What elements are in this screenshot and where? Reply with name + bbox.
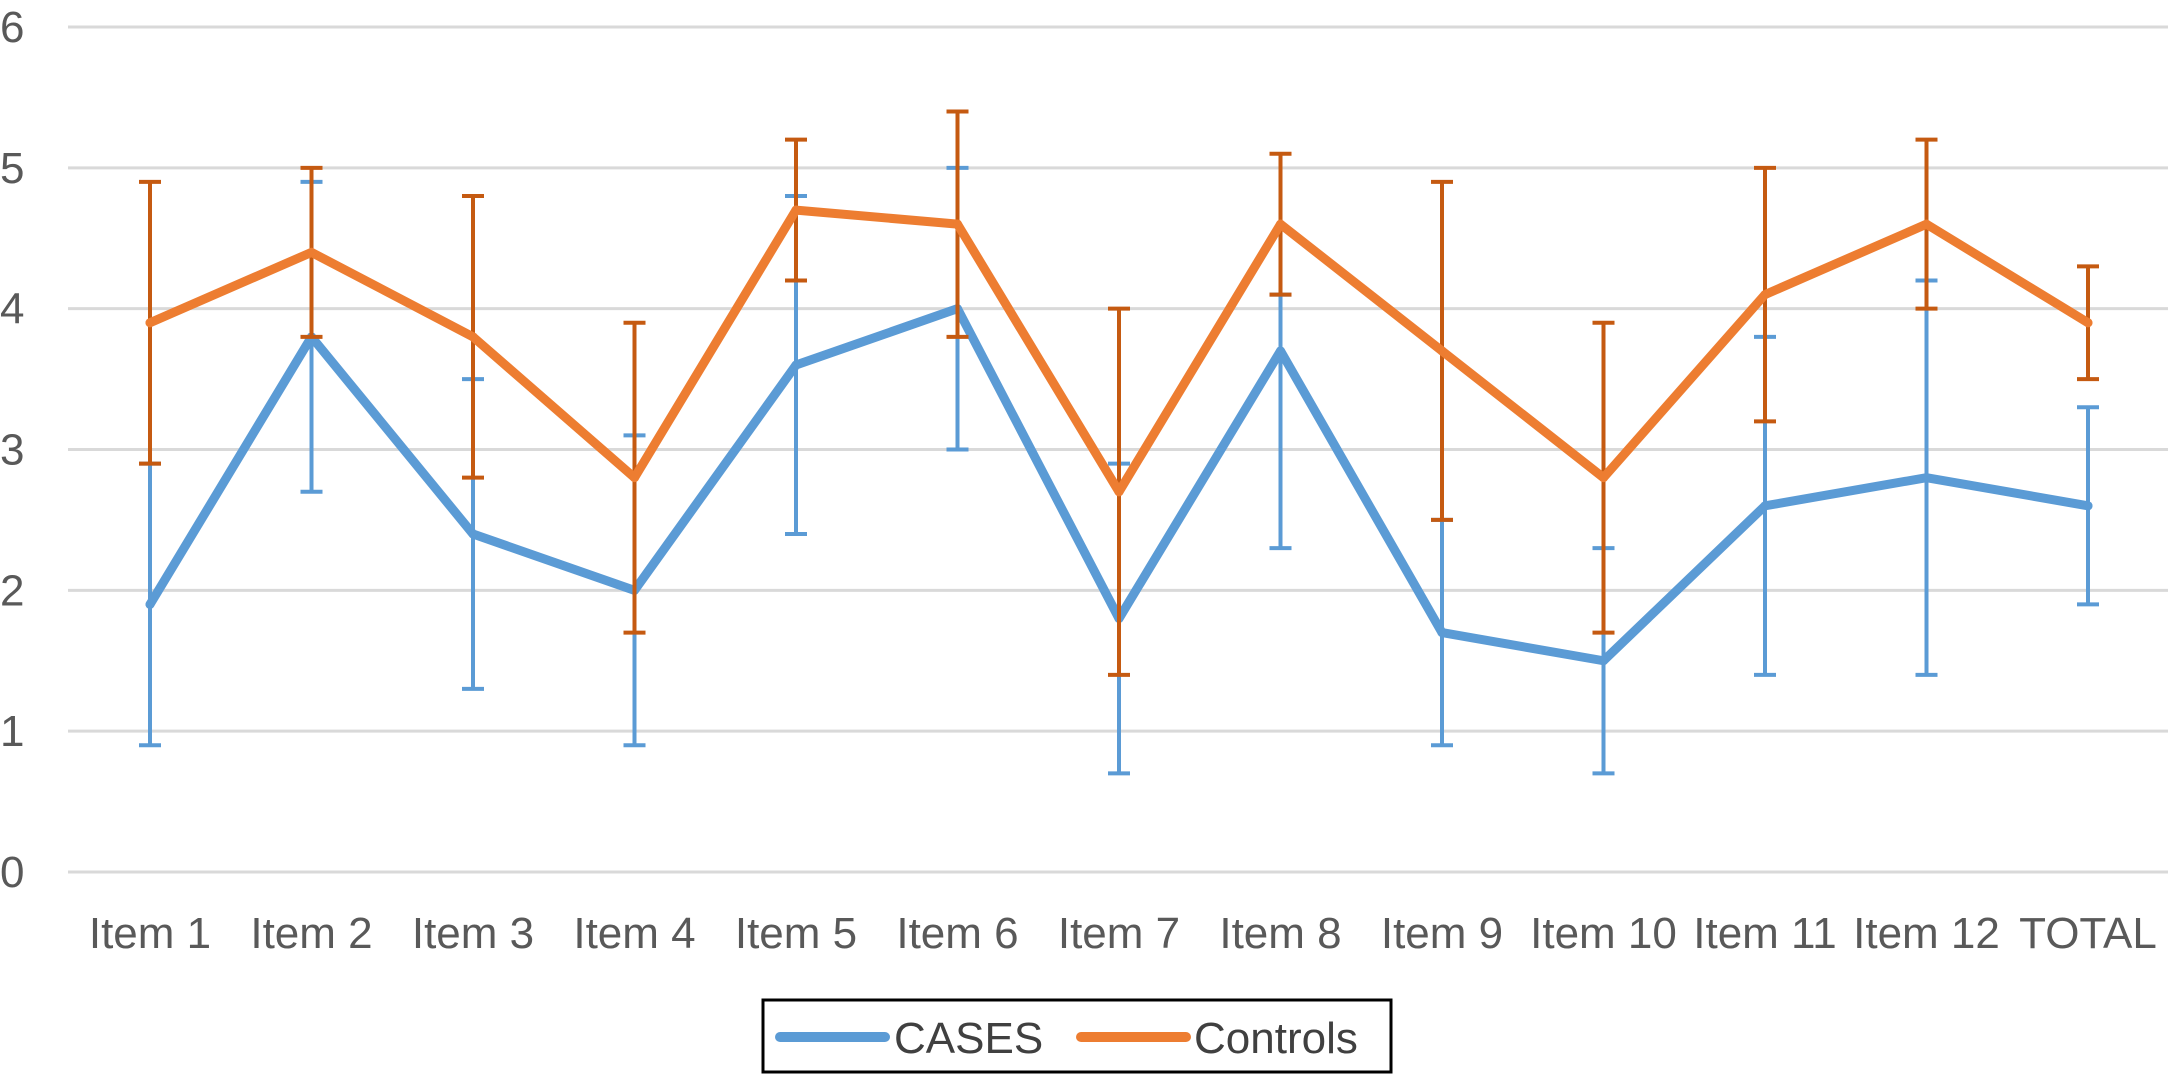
x-axis-ticks: Item 1 Item 2 Item 3 Item 4 Item 5 Item 6 Item…	[89, 909, 2157, 958]
legend-label-cases: CASES	[894, 1014, 1043, 1063]
data-point	[468, 332, 478, 342]
x-tick-label: Item 4	[573, 909, 695, 958]
data-point	[1276, 219, 1285, 229]
x-tick-label: Item 9	[1381, 909, 1503, 958]
y-tick-label: 4	[0, 285, 24, 334]
data-point	[791, 205, 801, 215]
data-point	[791, 360, 801, 370]
data-point	[1114, 487, 1124, 497]
x-tick-label: Item 10	[1530, 909, 1677, 958]
data-point	[307, 247, 316, 257]
legend: CASES Controls	[761, 998, 1393, 1074]
data-point	[2083, 501, 2093, 511]
data-point	[1599, 656, 1608, 666]
data-point	[2083, 318, 2093, 328]
x-tick-label: Item 12	[1853, 909, 2000, 958]
data-point	[145, 599, 155, 609]
x-tick-label: Item 6	[896, 909, 1018, 958]
y-tick-label: 2	[0, 566, 24, 615]
x-tick-label: Item 2	[250, 909, 372, 958]
data-point	[1922, 473, 1931, 483]
data-point	[1922, 219, 1931, 229]
data-point	[1437, 628, 1447, 638]
y-axis-ticks: 0 1 2 3 4 5 6	[0, 3, 24, 897]
data-point	[1437, 346, 1447, 356]
x-tick-label: Item 8	[1219, 909, 1341, 958]
y-tick-label: 3	[0, 426, 24, 475]
legend-label-controls: Controls	[1194, 1014, 1358, 1063]
data-point	[1276, 346, 1285, 356]
x-tick-label: Item 7	[1058, 909, 1180, 958]
x-tick-label: Item 11	[1693, 909, 1836, 958]
series-group	[139, 109, 2099, 776]
x-tick-label: Item 1	[89, 909, 211, 958]
data-point	[468, 529, 478, 539]
data-point	[145, 318, 155, 328]
x-tick-label: Item 3	[412, 909, 534, 958]
y-tick-label: 0	[0, 848, 24, 897]
data-point	[1760, 501, 1770, 511]
series-controls	[139, 109, 2099, 677]
data-point	[1599, 473, 1608, 483]
data-point	[1760, 290, 1770, 300]
error-bar	[1269, 292, 1292, 551]
y-tick-label: 1	[0, 707, 24, 756]
data-point	[953, 219, 962, 229]
y-tick-label: 6	[0, 3, 24, 52]
x-tick-label: Item 5	[735, 909, 857, 958]
y-tick-label: 5	[0, 144, 24, 193]
data-point	[630, 473, 639, 483]
x-tick-label: TOTAL	[2019, 909, 2157, 958]
